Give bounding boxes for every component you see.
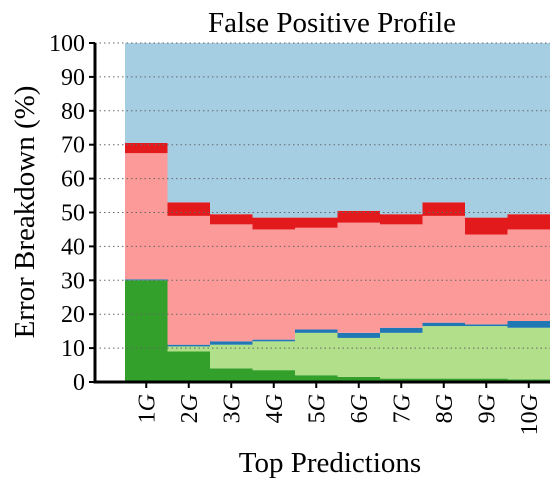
segment	[167, 344, 211, 347]
x-tick-label: 3G	[219, 394, 245, 423]
x-tick-label: 2G	[177, 394, 203, 423]
segment	[252, 43, 296, 218]
segment	[125, 280, 168, 382]
segment	[210, 43, 253, 215]
segment	[380, 332, 423, 379]
segment	[507, 327, 550, 380]
segment	[295, 332, 338, 376]
segment	[167, 202, 211, 216]
x-tick-label: 10G	[517, 394, 543, 435]
segment	[422, 215, 466, 323]
segment	[210, 224, 253, 342]
segment	[210, 368, 253, 382]
segment	[380, 224, 423, 328]
segment	[465, 324, 508, 327]
segment	[252, 229, 296, 340]
x-tick-label: 4G	[262, 394, 288, 423]
segment	[422, 43, 466, 203]
segment	[125, 279, 168, 281]
segment	[210, 214, 253, 225]
segment	[252, 217, 296, 230]
y-tick-label: 70	[61, 133, 85, 159]
segment	[295, 375, 338, 382]
segment	[380, 378, 423, 382]
segment	[252, 341, 296, 371]
segment	[380, 214, 423, 225]
y-tick-label: 0	[73, 370, 85, 396]
segment	[167, 346, 211, 352]
segment	[337, 332, 381, 338]
segment	[465, 378, 508, 382]
y-tick-label: 50	[61, 201, 85, 227]
segment	[465, 217, 508, 235]
y-tick-label: 20	[61, 302, 85, 328]
segment	[125, 143, 168, 154]
segment	[252, 339, 296, 342]
segment	[422, 322, 466, 327]
y-tick-label: 90	[61, 65, 85, 91]
y-axis-label: Error Breakdown (%)	[9, 86, 41, 339]
y-tick-label: 60	[61, 167, 85, 193]
segment	[337, 210, 381, 223]
segment	[507, 214, 550, 230]
segment	[210, 341, 253, 345]
segment	[507, 320, 550, 328]
x-tick-label: 9G	[474, 394, 500, 423]
y-tick-label: 40	[61, 234, 85, 260]
segment	[337, 222, 381, 333]
segment	[380, 327, 423, 333]
chart-title: False Positive Profile	[208, 7, 456, 39]
segment	[167, 351, 211, 382]
segment	[465, 43, 508, 218]
x-tick-label: 5G	[304, 394, 330, 423]
x-tick-label: 8G	[432, 394, 458, 423]
x-tick-label: 1G	[134, 394, 160, 423]
x-tick-label: 6G	[347, 394, 373, 423]
segment	[295, 329, 338, 333]
x-axis-label: Top Predictions	[239, 447, 421, 479]
segment	[210, 344, 253, 369]
y-tick-label: 30	[61, 268, 85, 294]
segment	[337, 337, 381, 377]
segment	[422, 326, 466, 379]
segment	[252, 370, 296, 382]
segment	[380, 43, 423, 215]
segment	[125, 43, 168, 144]
segment	[465, 326, 508, 379]
segment	[337, 43, 381, 211]
segment	[295, 43, 338, 218]
segment	[295, 217, 338, 228]
segment	[507, 229, 550, 321]
y-tick-label: 100	[49, 31, 85, 57]
x-tick-label: 7G	[389, 394, 415, 423]
segment	[295, 227, 338, 330]
segment	[465, 234, 508, 325]
y-tick-label: 80	[61, 99, 85, 125]
segment	[167, 43, 211, 203]
segment	[422, 202, 466, 216]
segment	[507, 43, 550, 215]
y-tick-label: 10	[61, 336, 85, 362]
segment	[422, 378, 466, 382]
segment	[337, 376, 381, 382]
segment	[125, 153, 168, 280]
